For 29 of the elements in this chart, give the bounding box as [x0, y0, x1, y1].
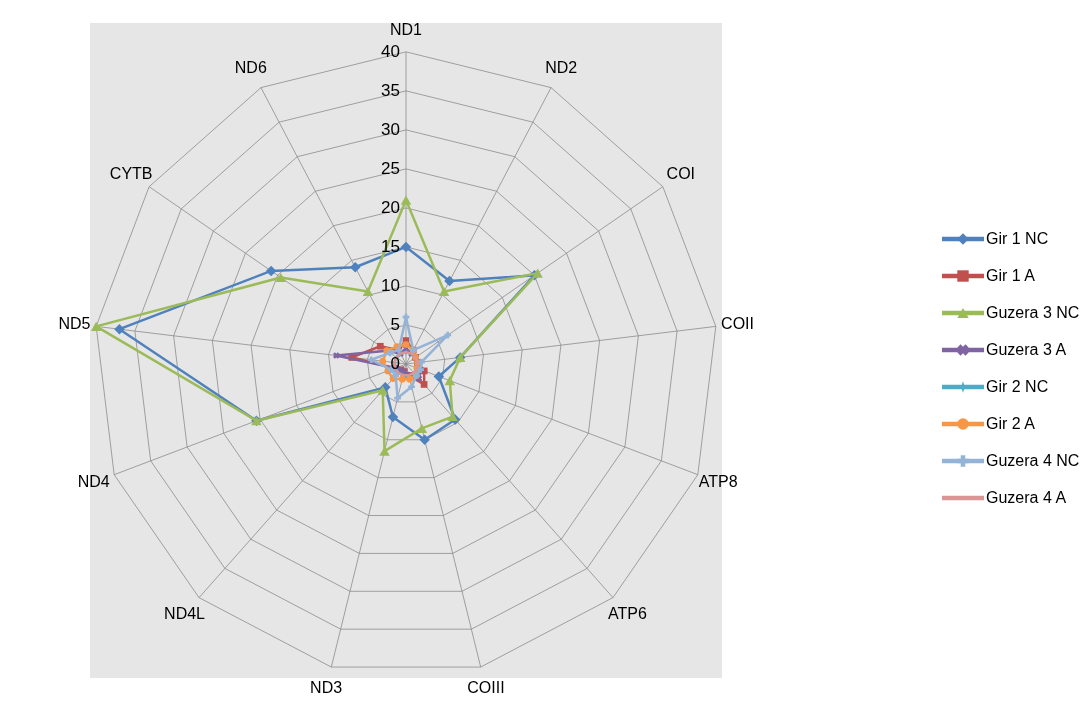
- legend-label: Guzera 3 NC: [986, 304, 1080, 321]
- legend-label: Gir 2 A: [986, 415, 1036, 432]
- y-tick-label: 5: [390, 314, 400, 334]
- spoke-label: ATP8: [698, 473, 738, 491]
- legend-label: Guzera 4 NC: [986, 452, 1080, 469]
- spoke-label: ND1: [389, 21, 423, 39]
- spoke-label: COIII: [467, 679, 505, 697]
- y-tick-label: 35: [381, 80, 400, 100]
- spoke-label: ND4L: [164, 604, 206, 622]
- spoke-label: ATP6: [608, 604, 647, 622]
- spoke-label: ND5: [58, 314, 91, 332]
- legend-label: Gir 1 A: [986, 267, 1036, 284]
- y-tick-label: 30: [381, 119, 400, 139]
- y-tick-label: 0: [390, 354, 400, 373]
- spoke-label: CYTB: [109, 165, 153, 183]
- y-tick-label: 20: [381, 197, 400, 217]
- spoke-label: COI: [666, 165, 696, 183]
- spoke-label: ND4: [77, 473, 110, 491]
- y-tick-label: 25: [381, 158, 400, 178]
- y-tick-label: 10: [381, 275, 400, 295]
- spoke-label: COII: [721, 314, 754, 332]
- spoke-label: ND6: [234, 59, 267, 77]
- legend-label: Gir 1 NC: [986, 230, 1049, 247]
- legend-label: Guzera 4 A: [986, 489, 1067, 506]
- legend-label: Guzera 3 A: [986, 341, 1067, 358]
- y-tick-label: 40: [381, 41, 400, 61]
- spoke-label: ND2: [545, 59, 578, 77]
- legend-label: Gir 2 NC: [986, 378, 1049, 395]
- spoke-label: ND3: [310, 679, 343, 697]
